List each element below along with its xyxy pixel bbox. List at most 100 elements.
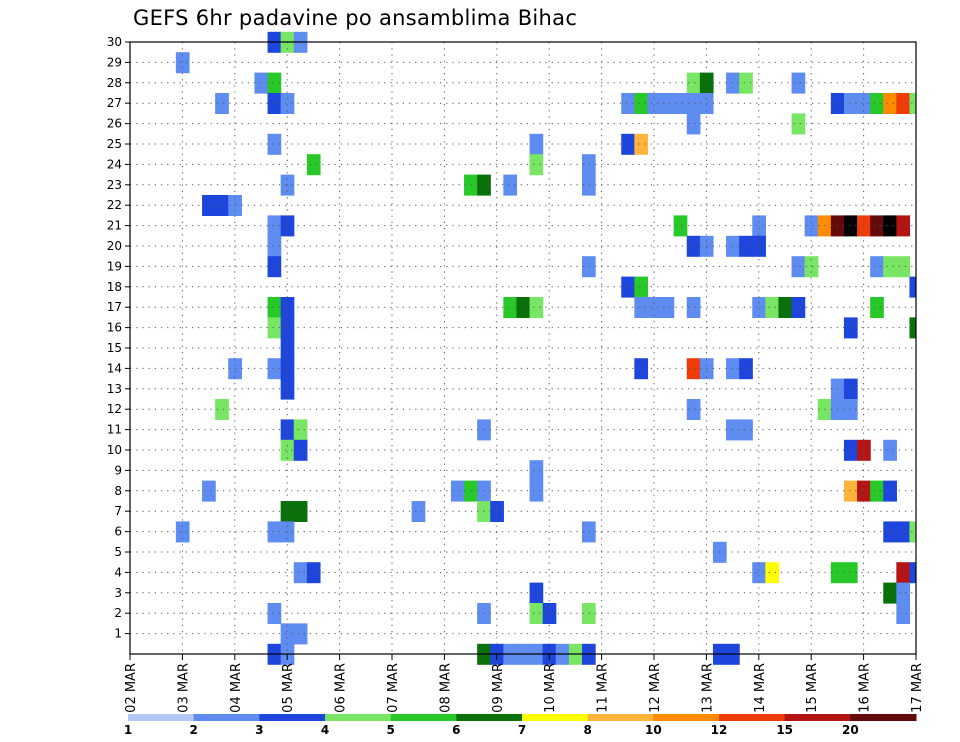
heatmap-cell	[883, 256, 897, 278]
y-tick-label: 18	[107, 280, 122, 294]
x-tick-label: 12 MAR	[648, 663, 663, 713]
y-axis: 1234567891011121314151617181920212223242…	[107, 35, 130, 641]
chart-title: GEFS 6hr padavine po ansamblima Bihac	[133, 6, 578, 30]
legend-swatch	[325, 714, 392, 721]
heatmap-cell	[909, 317, 916, 339]
heatmap-cell	[267, 358, 282, 380]
heatmap-cell	[267, 235, 282, 257]
heatmap-cell	[896, 582, 911, 604]
heatmap-cell	[870, 215, 884, 237]
y-tick-label: 20	[107, 239, 122, 253]
x-tick-label: 17 MAR	[910, 663, 925, 713]
heatmap-cell	[293, 562, 308, 584]
heatmap-cell	[883, 93, 897, 114]
heatmap-cell	[870, 256, 884, 278]
heatmap-cell	[267, 256, 282, 278]
heatmap-cell	[909, 562, 916, 584]
heatmap-cell	[621, 133, 635, 155]
x-tick-label: 15 MAR	[805, 663, 820, 713]
heatmap-cell	[529, 460, 544, 482]
heatmap-cell	[765, 297, 780, 318]
legend-label: 1	[124, 723, 132, 737]
heatmap-cell	[529, 154, 544, 176]
heatmap-cell	[686, 93, 701, 114]
heatmap-cell	[280, 378, 295, 400]
heatmap-cell	[804, 215, 819, 237]
x-tick-label: 16 MAR	[858, 663, 873, 713]
y-tick-label: 7	[114, 504, 122, 518]
heatmap-cell	[267, 521, 282, 543]
legend-label: 2	[189, 723, 197, 737]
y-tick-label: 29	[107, 55, 122, 69]
y-tick-label: 16	[107, 321, 122, 335]
legend-swatch	[522, 714, 589, 721]
heatmap-cell	[516, 297, 531, 318]
heatmap-cell	[883, 439, 897, 461]
heatmap-cell	[293, 419, 308, 441]
legend-swatch	[128, 714, 195, 721]
heatmap-cell	[293, 501, 308, 522]
legend-swatch	[653, 714, 720, 721]
heatmap-cell	[870, 93, 884, 114]
heatmap-cell	[726, 358, 740, 380]
heatmap-cell	[621, 93, 635, 114]
y-tick-label: 12	[107, 402, 122, 416]
heatmap-cell	[293, 623, 308, 645]
legend-swatch	[259, 714, 326, 721]
y-tick-label: 24	[107, 157, 122, 171]
legend-label: 4	[321, 723, 329, 737]
x-tick-label: 05 MAR	[281, 663, 296, 713]
legend-label: 10	[645, 723, 662, 737]
heatmap-cell	[791, 72, 806, 94]
heatmap-cell	[280, 439, 295, 461]
heatmap-cell	[202, 480, 216, 502]
y-tick-label: 14	[107, 361, 122, 375]
heatmap-cell	[843, 378, 858, 400]
legend-label: 3	[255, 723, 263, 737]
y-tick-label: 13	[107, 382, 122, 396]
y-tick-label: 30	[107, 35, 122, 49]
heatmap-cell	[450, 480, 465, 502]
heatmap-cell	[739, 72, 753, 94]
heatmap-cell	[464, 174, 478, 196]
heatmap-cell	[267, 317, 282, 339]
legend-label: 8	[583, 723, 591, 737]
heatmap-cell	[267, 603, 282, 624]
heatmap-cell	[464, 480, 478, 502]
heatmap-cell	[883, 521, 897, 543]
heatmap-cell	[280, 501, 295, 522]
x-tick-label: 11 MAR	[596, 663, 611, 713]
y-tick-label: 1	[114, 627, 122, 641]
legend-label: 5	[386, 723, 394, 737]
heatmap-cell	[752, 215, 766, 237]
heatmap-cell	[215, 399, 229, 420]
heatmap-cell	[634, 133, 649, 155]
grid-lines	[130, 41, 917, 654]
heatmap-cell	[529, 297, 544, 318]
heatmap-cell	[686, 399, 701, 420]
y-tick-label: 2	[114, 606, 122, 620]
heatmap-cell	[739, 235, 753, 257]
heatmap-cell	[673, 93, 688, 114]
heatmap-cell	[634, 358, 649, 380]
heatmap-cell	[280, 623, 295, 645]
heatmap-cell	[503, 297, 518, 318]
x-tick-label: 07 MAR	[386, 663, 401, 713]
heatmap-cell	[647, 297, 662, 318]
heatmap-cell	[843, 93, 858, 114]
y-tick-label: 15	[107, 341, 122, 355]
heatmap-cell	[280, 215, 295, 237]
x-tick-label: 04 MAR	[229, 663, 244, 713]
heatmap-cell	[752, 562, 766, 584]
x-tick-label: 13 MAR	[700, 663, 715, 713]
x-axis: 02 MAR 03 MAR 04 MAR 05 MAR 06 MAR 07 MAR 08 M…	[124, 654, 925, 713]
legend-swatch	[850, 714, 917, 721]
legend-label: 20	[842, 723, 859, 737]
heatmap-cell	[280, 337, 295, 359]
heatmap-cell	[673, 215, 688, 237]
heatmap-cell	[202, 195, 216, 216]
heatmap-cell	[634, 297, 649, 318]
heatmap-cell	[686, 358, 701, 380]
heatmap-cell	[726, 235, 740, 257]
